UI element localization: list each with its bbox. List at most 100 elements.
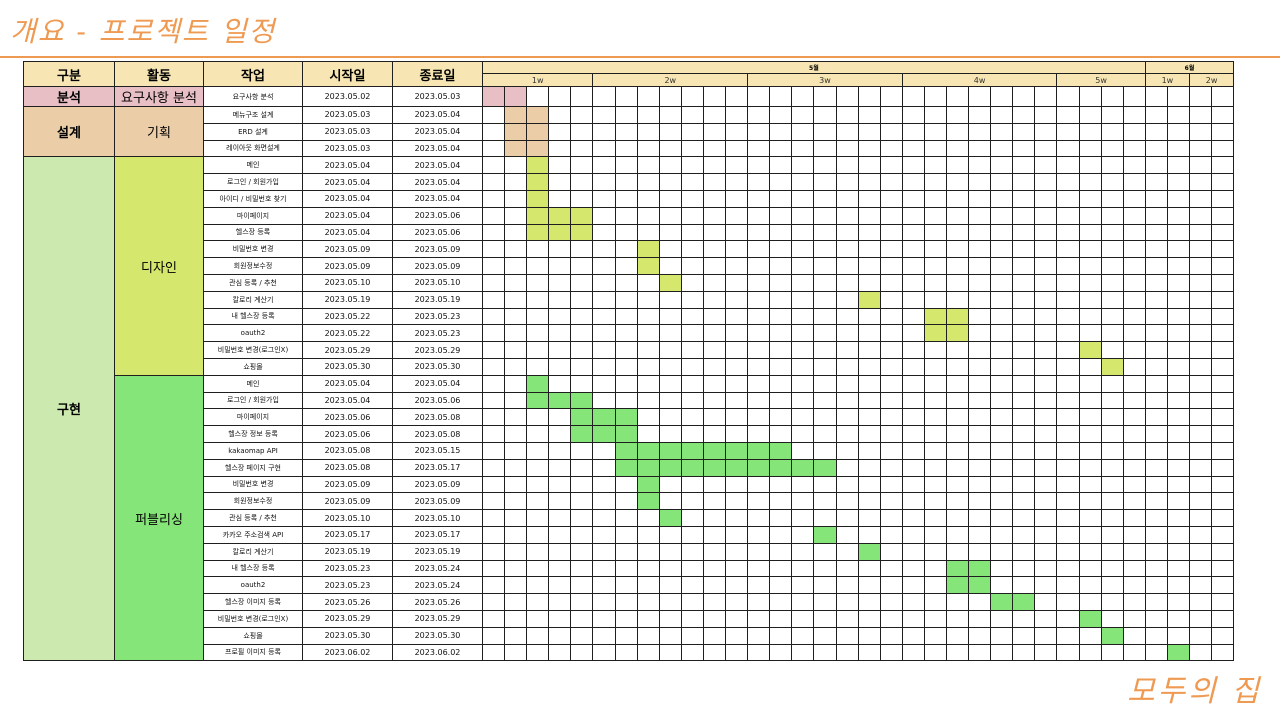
day-cell [945, 106, 970, 124]
day-cell [504, 626, 528, 645]
day-cell [901, 240, 925, 259]
day-cell [570, 106, 594, 124]
day-cell [923, 576, 947, 595]
day-cell [725, 122, 749, 141]
end-date-cell: 2023.05.04 [392, 374, 483, 393]
day-cell [945, 257, 970, 275]
day-cell [1012, 290, 1036, 309]
day-cell [901, 593, 925, 611]
day-cell [923, 391, 947, 410]
day-cell [548, 626, 572, 645]
day-cell [769, 189, 793, 208]
day-cell [835, 408, 859, 427]
day-cell [791, 357, 815, 376]
day-cell [1188, 609, 1213, 628]
end-date-cell: 2023.05.06 [392, 391, 483, 410]
day-cell [813, 106, 837, 124]
day-cell [702, 475, 727, 494]
day-cell [968, 475, 992, 494]
day-cell [592, 223, 616, 242]
task-cell: 마이페이지 [203, 408, 303, 427]
day-cell [614, 189, 638, 208]
day-cell [990, 139, 1014, 158]
activity-cell: 기획 [114, 105, 204, 158]
day-cell [680, 257, 704, 275]
day-cell [1122, 475, 1146, 494]
start-date-cell: 2023.05.04 [302, 374, 393, 393]
day-cell [1166, 425, 1191, 443]
end-date-cell: 2023.05.08 [392, 425, 483, 443]
day-cell [680, 374, 704, 393]
end-date-cell: 2023.05.10 [392, 273, 483, 292]
day-cell [548, 156, 572, 175]
day-cell [702, 408, 727, 427]
day-cell [968, 273, 992, 292]
table-row: 아이디 / 비밀번호 찾기 2023.05.04 2023.05.04 [24, 189, 1235, 208]
table-row: 카카오 주소검색 API 2023.05.17 2023.05.17 [24, 525, 1235, 544]
day-cell [702, 391, 727, 410]
day-cell [835, 576, 859, 595]
day-cell [857, 86, 881, 107]
day-cell [923, 139, 947, 158]
gantt-bar-cell [1166, 643, 1191, 662]
table-row: 분석 요구사항 분석 요구사항 분석 2023.05.02 2023.05.03 [23, 86, 1235, 107]
day-cell [504, 240, 528, 259]
day-cell [901, 509, 925, 527]
day-cell [1078, 122, 1102, 141]
day-cell [857, 643, 881, 662]
day-cell [1211, 156, 1235, 175]
title-divider [0, 56, 1280, 58]
day-cell [1078, 576, 1102, 595]
day-cell [1122, 374, 1146, 393]
day-cell [481, 307, 506, 326]
header-task: 작업 [203, 61, 303, 87]
day-cell [614, 509, 638, 527]
day-cell [1122, 525, 1146, 544]
day-cell [1100, 475, 1124, 494]
day-cell [923, 273, 947, 292]
day-cell [769, 307, 793, 326]
day-cell [1122, 139, 1146, 158]
day-cell [923, 609, 947, 628]
task-cell: 칼로리 계산기 [203, 542, 303, 561]
day-cell [570, 156, 594, 175]
day-cell [1012, 106, 1036, 124]
gantt-bar-cell [526, 122, 550, 141]
day-cell [1100, 324, 1124, 343]
day-cell [1188, 525, 1213, 544]
day-cell [813, 425, 837, 443]
end-date-cell: 2023.05.04 [392, 156, 483, 175]
day-cell [857, 441, 881, 460]
start-date-cell: 2023.06.02 [302, 643, 393, 662]
day-cell [1056, 139, 1080, 158]
gantt-bar-cell [923, 324, 947, 343]
day-cell [1122, 408, 1146, 427]
day-cell [680, 156, 704, 175]
day-cell [1188, 374, 1213, 393]
day-cell [1012, 139, 1036, 158]
day-cell [1211, 559, 1235, 578]
day-cell [1188, 189, 1213, 208]
gantt-bar-cell [526, 189, 550, 208]
day-cell [1188, 441, 1213, 460]
day-cell [968, 257, 992, 275]
day-cell [636, 223, 660, 242]
day-cell [592, 206, 616, 225]
day-cell [1188, 324, 1213, 343]
day-cell [857, 273, 881, 292]
day-cell [725, 576, 749, 595]
day-cell [548, 525, 572, 544]
day-cell [636, 86, 660, 107]
day-cell [1211, 542, 1235, 561]
day-cell [1100, 307, 1124, 326]
day-cell [548, 425, 572, 443]
week-header: 2w [1188, 73, 1235, 87]
day-cell [1012, 492, 1036, 511]
day-cell [747, 156, 771, 175]
day-cell [481, 509, 506, 527]
day-cell [592, 626, 616, 645]
day-cell [813, 122, 837, 141]
gantt-bar-cell [1078, 341, 1102, 359]
day-cell [747, 525, 771, 544]
day-cell [945, 525, 970, 544]
